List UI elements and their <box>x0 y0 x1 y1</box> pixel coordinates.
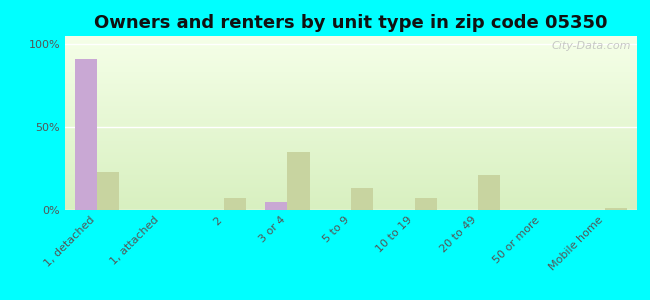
Title: Owners and renters by unit type in zip code 05350: Owners and renters by unit type in zip c… <box>94 14 608 32</box>
Bar <box>351 188 373 210</box>
Bar <box>265 202 287 210</box>
Bar <box>605 208 627 210</box>
Bar <box>478 175 500 210</box>
Text: City-Data.com: City-Data.com <box>552 41 631 51</box>
Bar <box>97 172 119 210</box>
Bar <box>415 198 437 210</box>
Bar <box>287 152 309 210</box>
Bar <box>224 198 246 210</box>
Bar <box>75 59 97 210</box>
